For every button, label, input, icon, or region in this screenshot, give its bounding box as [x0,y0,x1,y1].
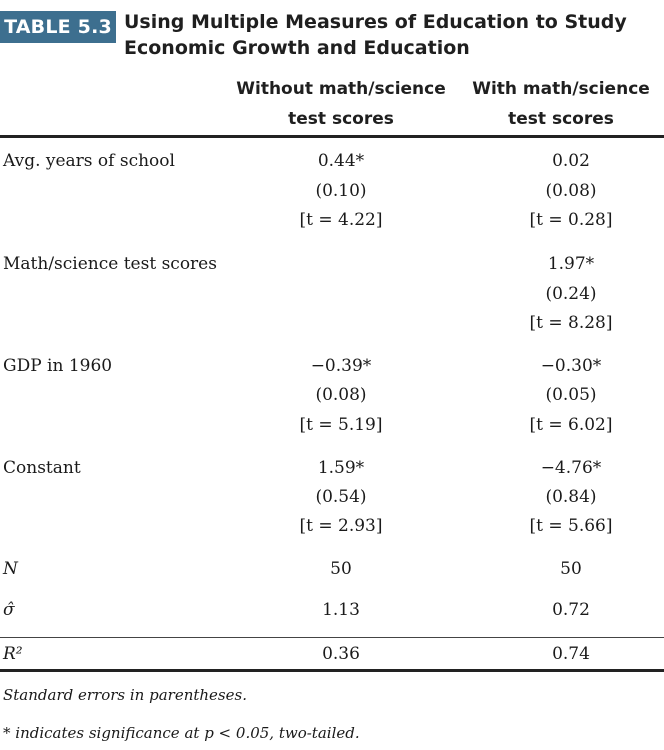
column-header-with-line-2: test scores [508,109,614,129]
constant-with-se: (0.84) [545,487,597,507]
math-science-with-coef: 1.97* [547,254,595,274]
gdp-without-t: [t = 5.19] [299,415,383,435]
row-label-n: N [3,559,18,579]
top-rule [0,135,664,138]
row-label-math-science: Math/science test scores [3,254,217,274]
row-label-gdp-1960: GDP in 1960 [3,356,113,376]
avg-years-without-coef: 0.44* [317,151,365,171]
column-header-with-line-1: With math/science [472,79,650,99]
gdp-with-t: [t = 6.02] [529,415,613,435]
sigma-with: 0.72 [552,600,590,620]
sigma-without: 1.13 [322,600,360,620]
footnote-standard-errors: Standard errors in parentheses. [3,686,247,704]
bottom-rule [0,669,664,672]
r2-with: 0.74 [552,644,590,664]
row-label-avg-years: Avg. years of school [3,151,175,171]
avg-years-with-coef: 0.02 [552,151,590,171]
gdp-with-se: (0.05) [545,385,597,405]
footnote-significance: * indicates significance at p < 0.05, tw… [3,724,360,742]
avg-years-without-t: [t = 4.22] [299,210,383,230]
gdp-without-se: (0.08) [315,385,367,405]
column-header-without: Without math/science test scores [226,74,456,134]
table-header: TABLE 5.3 Using Multiple Measures of Edu… [0,6,664,64]
math-science-with-t: [t = 8.28] [529,313,613,333]
column-header-with: With math/science test scores [446,74,664,134]
column-header-without-line-2: test scores [288,109,394,129]
table-title-line-2: Economic Growth and Education [124,37,470,59]
constant-without-t: [t = 2.93] [299,516,383,536]
table-title: Using Multiple Measures of Education to … [124,9,654,61]
constant-with-coef: −4.76* [540,458,602,478]
row-label-constant: Constant [3,458,81,478]
constant-with-t: [t = 5.66] [529,516,613,536]
gdp-with-coef: −0.30* [540,356,602,376]
gdp-without-coef: −0.39* [310,356,372,376]
n-without: 50 [330,559,352,579]
row-label-sigma-hat: σ̂ [3,600,15,620]
n-with: 50 [560,559,582,579]
column-header-without-line-1: Without math/science [236,79,446,99]
avg-years-with-t: [t = 0.28] [529,210,613,230]
r2-without: 0.36 [322,644,360,664]
table-number-label: TABLE 5.3 [0,11,116,43]
avg-years-with-se: (0.08) [545,181,597,201]
math-science-with-se: (0.24) [545,284,597,304]
constant-without-coef: 1.59* [317,458,365,478]
avg-years-without-se: (0.10) [315,181,367,201]
stats-divider-rule [0,637,664,638]
table-title-line-1: Using Multiple Measures of Education to … [124,11,627,33]
row-label-r-squared: R² [3,644,23,664]
constant-without-se: (0.54) [315,487,367,507]
